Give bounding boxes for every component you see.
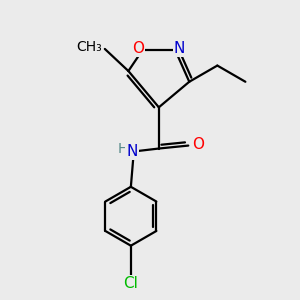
- Text: N: N: [127, 144, 138, 159]
- Text: O: O: [132, 41, 144, 56]
- Text: Cl: Cl: [123, 277, 138, 292]
- Text: O: O: [193, 136, 205, 152]
- Text: N: N: [174, 41, 185, 56]
- Text: CH₃: CH₃: [76, 40, 102, 55]
- Text: H: H: [117, 142, 128, 156]
